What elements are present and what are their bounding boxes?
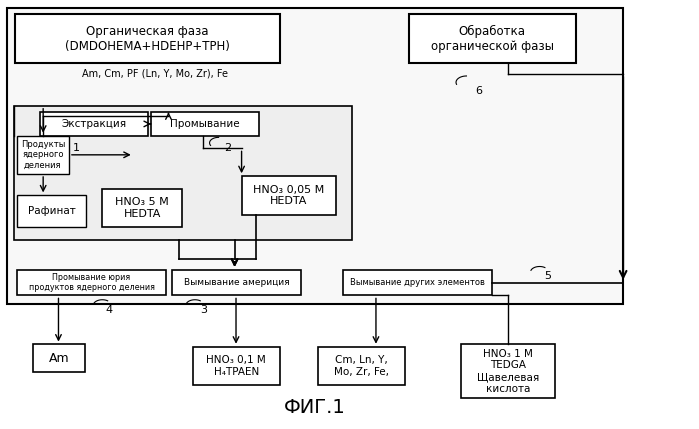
Text: Обработка
органической фазы: Обработка органической фазы — [431, 24, 554, 53]
Text: Продукты
ядерного
деления: Продукты ядерного деления — [21, 140, 65, 170]
Bar — [33, 344, 85, 372]
Bar — [15, 14, 280, 63]
Text: Органическая фаза
(DMDOHEMA+HDEHP+TPH): Органическая фаза (DMDOHEMA+HDEHP+TPH) — [65, 25, 230, 53]
Bar — [14, 106, 352, 240]
Bar — [17, 195, 87, 227]
Bar — [409, 14, 576, 63]
Bar — [102, 189, 182, 227]
Text: Am: Am — [48, 352, 69, 365]
Text: Вымывание америция: Вымывание америция — [184, 278, 289, 287]
Text: Am, Cm, PF (Ln, Y, Mo, Zr), Fe: Am, Cm, PF (Ln, Y, Mo, Zr), Fe — [82, 69, 228, 79]
Bar — [40, 112, 147, 136]
Text: 2: 2 — [224, 143, 231, 154]
Text: 1: 1 — [73, 143, 80, 154]
Text: HNO₃ 5 M
HEDTA: HNO₃ 5 M HEDTA — [115, 197, 169, 219]
Text: HNO₃ 0,1 M
H₄TPAEN: HNO₃ 0,1 M H₄TPAEN — [206, 355, 266, 377]
Bar — [242, 176, 336, 214]
Bar — [151, 112, 259, 136]
Bar — [7, 8, 623, 304]
Text: 5: 5 — [545, 271, 552, 281]
Text: Промывание юрия
продуктов ядерного деления: Промывание юрия продуктов ядерного делен… — [29, 273, 154, 293]
Text: Экстракция: Экстракция — [61, 119, 127, 129]
Bar — [193, 347, 280, 385]
Text: Рафинат: Рафинат — [28, 206, 75, 216]
Text: 4: 4 — [106, 305, 113, 315]
Bar — [461, 344, 555, 398]
Bar — [17, 270, 166, 296]
Text: Cm, Ln, Y,
Mo, Zr, Fe,: Cm, Ln, Y, Mo, Zr, Fe, — [334, 355, 389, 377]
Text: HNO₃ 0,05 M
HEDTA: HNO₃ 0,05 M HEDTA — [253, 184, 324, 206]
Text: 6: 6 — [475, 86, 482, 96]
Bar — [318, 347, 405, 385]
Text: Вымывание других элементов: Вымывание других элементов — [350, 278, 485, 287]
Text: Промывание: Промывание — [171, 119, 240, 129]
Bar — [172, 270, 301, 296]
Text: HNO₃ 1 M
TEDGA
Щавелевая
кислота: HNO₃ 1 M TEDGA Щавелевая кислота — [477, 349, 539, 393]
Text: ФИГ.1: ФИГ.1 — [284, 398, 345, 417]
Bar — [17, 136, 69, 174]
Bar — [343, 270, 492, 296]
Text: 3: 3 — [200, 305, 207, 315]
